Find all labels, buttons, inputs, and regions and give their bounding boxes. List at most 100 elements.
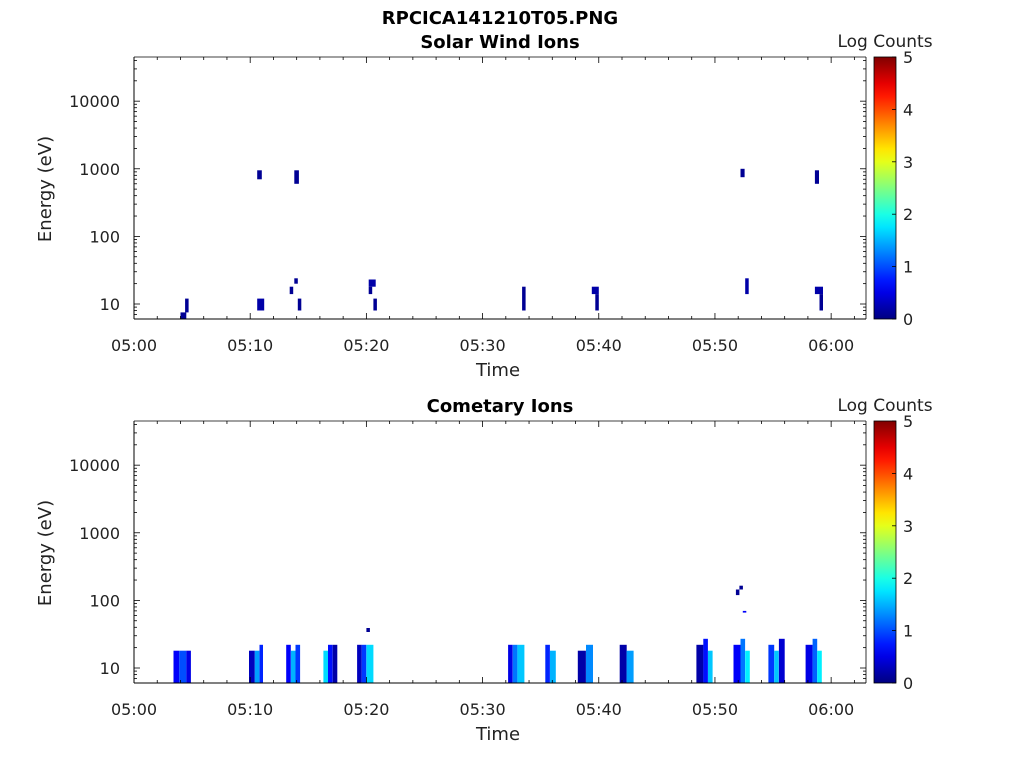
heatmap-cell [361, 644, 367, 683]
heatmap-cell [595, 294, 599, 311]
heatmap-cell [286, 644, 291, 683]
colorbar-tick-label: 0 [903, 310, 913, 329]
heatmap-cell [740, 168, 745, 178]
y-tick-label: 1000 [79, 160, 120, 179]
heatmap-cell [739, 585, 743, 590]
x-tick-label: 05:20 [343, 336, 389, 355]
panel-2: Cometary Ions 05:00 05:10 05:20 05:30 05:40 05… [35, 396, 933, 745]
heatmap-cell [768, 644, 775, 683]
heatmap-cell [186, 650, 191, 683]
x-tick-label: 05:10 [227, 700, 273, 719]
heatmap-cell [373, 298, 377, 311]
heatmap-cell [805, 644, 813, 683]
heatmap-cell [545, 644, 550, 683]
heatmap-cell [368, 286, 373, 295]
heatmap-cell [368, 279, 376, 287]
colorbar-tick-label: 2 [903, 205, 913, 224]
heatmap-cell [591, 286, 599, 295]
heatmap-cell [814, 170, 819, 184]
y-axis-label: Energy (eV) [35, 500, 56, 606]
y-tick-label: 1000 [79, 524, 120, 543]
heatmap-cell [357, 644, 362, 683]
heatmap-cell [512, 644, 518, 683]
colorbar-tick-label: 1 [903, 258, 913, 277]
heatmap-cell [778, 638, 785, 683]
heatmap-cell [626, 650, 634, 683]
x-tick-label: 05:30 [460, 336, 506, 355]
x-tick-label: 05:00 [111, 336, 157, 355]
x-tick-label: 05:30 [460, 700, 506, 719]
heatmap-cell [289, 286, 294, 295]
heatmap-cell [817, 650, 822, 683]
y-tick-label: 100 [89, 227, 120, 246]
colorbar-label: Log Counts [837, 32, 932, 52]
y-tick-label: 10 [100, 295, 120, 314]
heatmap-cell [332, 644, 338, 683]
heatmap-cell [295, 644, 301, 683]
heatmap-cell [735, 589, 740, 596]
heatmap-cell [294, 170, 299, 184]
y-tick-label: 10 [100, 659, 120, 678]
colorbar [873, 420, 897, 684]
heatmap-cell [733, 644, 741, 683]
heatmap-cell [259, 644, 263, 683]
heatmap-cell [294, 278, 298, 284]
heatmap-cell [249, 650, 255, 683]
heatmap-cell [774, 650, 779, 683]
colorbar-tick-label: 2 [903, 569, 913, 588]
colorbar-tick-label: 4 [903, 100, 913, 119]
x-tick-label: 05:40 [576, 336, 622, 355]
heatmap-cell [185, 298, 189, 313]
panel-title: Cometary Ions [427, 396, 574, 417]
x-tick-label: 05:20 [343, 700, 389, 719]
heatmap-cell [290, 650, 296, 683]
panel-title: Solar Wind Ions [420, 32, 579, 53]
heatmap-cell [745, 650, 750, 683]
heatmap-cell [745, 278, 749, 295]
heatmap-cell [522, 286, 526, 311]
y-tick-label: 10000 [69, 456, 120, 475]
heatmap-cell [742, 610, 747, 613]
y-tick-label: 10000 [69, 92, 120, 111]
x-tick-label: 05:50 [692, 336, 738, 355]
colorbar-tick-label: 4 [903, 464, 913, 483]
heatmap-cells [180, 168, 823, 319]
heatmap-cell [708, 650, 713, 683]
x-tick-label: 05:00 [111, 700, 157, 719]
heatmap-cells [173, 585, 822, 683]
heatmap-cell [180, 312, 187, 319]
panel-1: Solar Wind Ions 05:00 05:10 05:20 05:30 05:40… [35, 32, 933, 381]
heatmap-cell [508, 644, 513, 683]
heatmap-cell [577, 650, 586, 683]
heatmap-cell [586, 644, 593, 683]
colorbar-tick-label: 5 [903, 48, 913, 67]
colorbar-label: Log Counts [837, 396, 932, 416]
x-tick-label: 05:40 [576, 700, 622, 719]
x-axis-label: Time [475, 724, 520, 745]
heatmap-cell [740, 638, 746, 683]
y-tick-label: 100 [89, 591, 120, 610]
x-tick-label: 06:00 [808, 700, 854, 719]
heatmap-cell [814, 286, 823, 295]
heatmap-cell [173, 650, 180, 683]
heatmap-cell [550, 650, 556, 683]
colorbar-tick-label: 0 [903, 674, 913, 693]
panels-group: Solar Wind Ions 05:00 05:10 05:20 05:30 05:40… [35, 32, 933, 745]
y-axis-label: Energy (eV) [35, 136, 56, 242]
heatmap-cell [703, 638, 708, 683]
x-tick-label: 05:50 [692, 700, 738, 719]
colorbar [873, 56, 897, 320]
colorbar-tick-label: 3 [903, 153, 913, 172]
x-axis-label: Time [475, 360, 520, 381]
colorbar-tick-label: 1 [903, 622, 913, 641]
heatmap-cell [619, 644, 627, 683]
heatmap-cell [366, 644, 374, 683]
heatmap-cell [179, 650, 187, 683]
heatmap-cell [819, 294, 823, 311]
heatmap-cell [366, 628, 370, 632]
x-tick-label: 06:00 [808, 336, 854, 355]
figure-title: RPCICA141210T05.PNG [382, 8, 618, 29]
heatmap-cell [328, 644, 333, 683]
heatmap-cell [812, 638, 818, 683]
